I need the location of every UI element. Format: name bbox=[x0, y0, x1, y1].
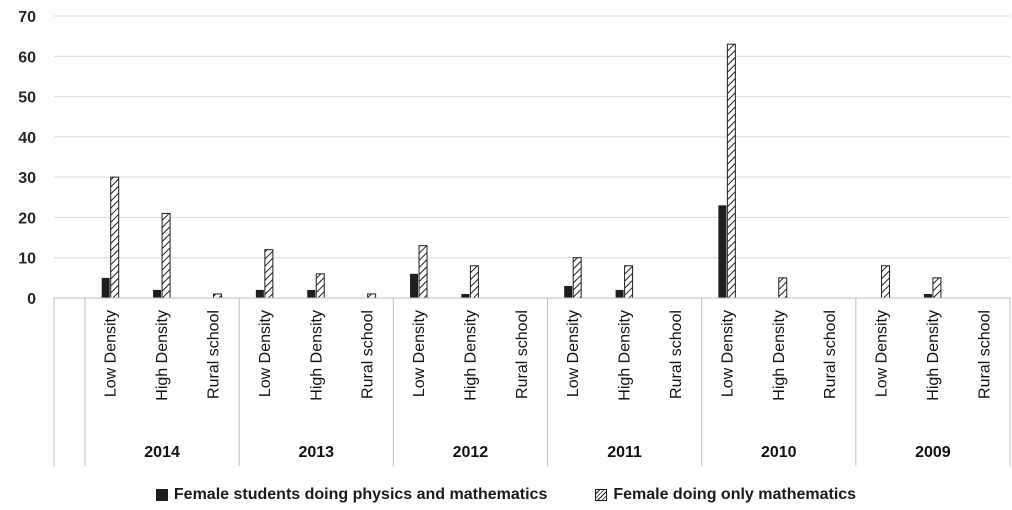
y-tick-label-0: 0 bbox=[27, 291, 36, 308]
x-tick-label-low-density: Low Density bbox=[719, 310, 736, 397]
bar-only-math-9 bbox=[572, 257, 582, 299]
bar-only-math-16 bbox=[932, 277, 942, 299]
x-tick-label-rural-school: Rural school bbox=[822, 310, 839, 399]
y-tick-label-40: 40 bbox=[18, 130, 36, 147]
x-axis: Low Density High Density Rural school Low D… bbox=[53, 297, 1011, 466]
bar-physics-math-16 bbox=[923, 293, 932, 298]
y-axis-tick-labels: 0 10 20 30 40 50 60 70 bbox=[18, 9, 36, 308]
x-tick-label-high-density: High Density bbox=[308, 310, 325, 401]
x-tick-label-high-density: High Density bbox=[462, 310, 479, 401]
x-tick-label-low-density: Low Density bbox=[103, 310, 120, 397]
x-tick-label-low-density: Low Density bbox=[411, 310, 428, 397]
bars bbox=[101, 43, 942, 299]
bar-only-math-7 bbox=[469, 265, 479, 299]
bar-only-math-15 bbox=[881, 265, 891, 299]
bar-physics-math-4 bbox=[307, 289, 316, 298]
x-tick-label-rural-school: Rural school bbox=[360, 310, 377, 399]
group-label-2010: 2010 bbox=[761, 444, 797, 461]
group-label-2012: 2012 bbox=[453, 444, 489, 461]
group-label-2009: 2009 bbox=[915, 444, 951, 461]
x-tick-label-rural-school: Rural school bbox=[514, 310, 531, 399]
group-label-2011: 2011 bbox=[607, 444, 642, 461]
bar-only-math-6 bbox=[418, 245, 428, 299]
x-tick-label-rural-school: Rural school bbox=[205, 310, 222, 399]
x-tick-label-high-density: High Density bbox=[154, 310, 171, 401]
bar-physics-math-7 bbox=[461, 293, 470, 298]
y-tick-label-10: 10 bbox=[18, 251, 36, 268]
x-tick-label-rural-school: Rural school bbox=[976, 310, 993, 399]
bar-only-math-5 bbox=[367, 293, 377, 299]
x-tick-label-high-density: High Density bbox=[771, 310, 788, 401]
bar-only-math-10 bbox=[624, 265, 634, 299]
legend: Female students doing physics and mathem… bbox=[0, 482, 1012, 508]
bar-physics-math-0 bbox=[101, 277, 110, 298]
bar-only-math-13 bbox=[778, 277, 788, 299]
y-tick-label-30: 30 bbox=[18, 170, 36, 187]
bar-physics-math-9 bbox=[564, 285, 573, 298]
legend-label-only-mathematics: Female doing only mathematics bbox=[613, 486, 857, 503]
y-tick-label-70: 70 bbox=[18, 9, 36, 26]
bar-only-math-0 bbox=[110, 176, 120, 299]
bar-physics-math-6 bbox=[410, 273, 419, 298]
bar-only-math-1 bbox=[161, 212, 171, 299]
x-tick-label-high-density: High Density bbox=[617, 310, 634, 401]
bar-chart: 0 10 20 30 40 50 60 70 Low Density High Density R… bbox=[18, 9, 1011, 466]
bar-only-math-12 bbox=[726, 43, 736, 299]
legend-item-only-mathematics: Female doing only mathematics bbox=[595, 486, 856, 504]
bar-physics-math-10 bbox=[615, 289, 624, 298]
x-tick-label-low-density: Low Density bbox=[565, 310, 582, 397]
x-tick-label-high-density: High Density bbox=[925, 310, 942, 401]
bar-only-math-2 bbox=[212, 293, 222, 299]
bar-only-math-3 bbox=[264, 249, 274, 299]
legend-swatch-hatched bbox=[595, 489, 608, 501]
legend-item-physics-and-mathematics: Female students doing physics and mathem… bbox=[155, 486, 548, 504]
gridlines bbox=[54, 15, 1010, 259]
legend-label-physics-and-mathematics: Female students doing physics and mathem… bbox=[173, 486, 548, 503]
bar-only-math-4 bbox=[315, 273, 325, 299]
x-tick-label-low-density: Low Density bbox=[257, 310, 274, 397]
legend-swatch-solid bbox=[155, 489, 168, 501]
group-label-2013: 2013 bbox=[298, 444, 334, 461]
bar-physics-math-3 bbox=[255, 289, 264, 298]
group-label-2014: 2014 bbox=[144, 444, 180, 461]
x-tick-label-rural-school: Rural school bbox=[668, 310, 685, 399]
bar-physics-math-12 bbox=[718, 205, 727, 298]
y-tick-label-20: 20 bbox=[18, 210, 36, 227]
y-tick-label-50: 50 bbox=[18, 90, 36, 107]
x-tick-label-low-density: Low Density bbox=[874, 310, 891, 397]
y-tick-label-60: 60 bbox=[18, 49, 36, 66]
bar-physics-math-1 bbox=[153, 289, 162, 298]
